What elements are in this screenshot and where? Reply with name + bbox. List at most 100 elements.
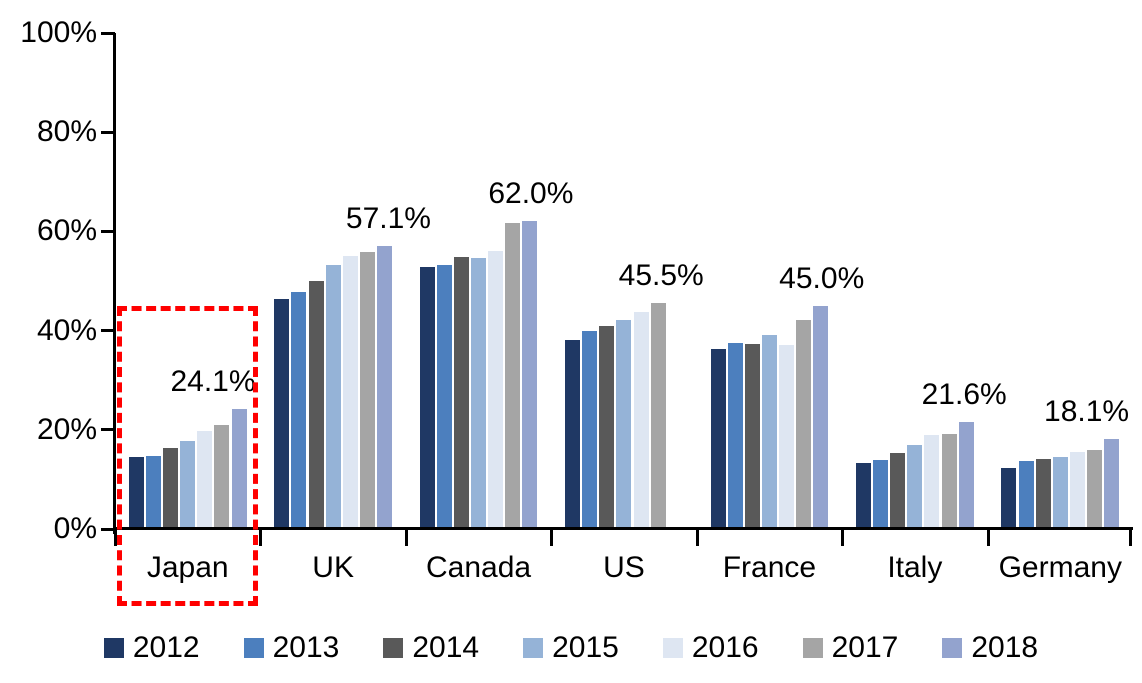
bar-group-germany xyxy=(988,33,1133,529)
bar-japan-2018 xyxy=(231,409,247,529)
bar-canada-2016 xyxy=(488,250,504,529)
data-label-us: 45.5% xyxy=(618,259,704,293)
y-tick-20% xyxy=(101,428,115,432)
bar-uk-2018 xyxy=(376,245,392,529)
legend-item-2014: 2014 xyxy=(383,633,479,663)
legend-item-2017: 2017 xyxy=(802,633,898,663)
x-tick-1 xyxy=(259,529,263,546)
bar-group-uk xyxy=(260,33,405,529)
y-tick-label-20%: 20% xyxy=(36,412,97,446)
plot-area xyxy=(115,33,1133,529)
bar-canada-2012 xyxy=(419,266,435,529)
bar-canada-2017 xyxy=(505,223,521,529)
bar-italy-2017 xyxy=(941,433,957,529)
bar-italy-2015 xyxy=(907,445,923,529)
bar-japan-2015 xyxy=(180,440,196,529)
bar-uk-2017 xyxy=(359,251,375,529)
bar-us-2012 xyxy=(565,339,581,529)
y-tick-label-0%: 0% xyxy=(53,512,97,545)
legend-item-2018: 2018 xyxy=(942,633,1038,663)
bar-italy-2014 xyxy=(890,453,906,529)
bar-italy-2013 xyxy=(873,459,889,529)
category-label-canada: Canada xyxy=(426,551,532,584)
bar-germany-2015 xyxy=(1052,456,1068,529)
bar-us-2013 xyxy=(582,330,598,529)
data-label-italy: 21.6% xyxy=(921,377,1007,411)
bar-france-2016 xyxy=(779,344,795,529)
bar-germany-2014 xyxy=(1035,458,1051,529)
bar-italy-2012 xyxy=(856,463,872,529)
bar-japan-2014 xyxy=(163,447,179,529)
legend: 2012 2013 2014 2015 2016 2017 2018 xyxy=(0,626,1142,670)
bar-uk-2015 xyxy=(325,264,341,529)
bar-japan-2012 xyxy=(128,457,144,529)
x-tick-2 xyxy=(404,529,408,546)
bar-uk-2016 xyxy=(342,256,358,529)
bar-canada-2014 xyxy=(453,256,469,529)
bar-japan-2017 xyxy=(214,424,230,529)
bar-us-2014 xyxy=(599,325,615,529)
category-label-italy: Italy xyxy=(887,551,943,584)
x-tick-7 xyxy=(1129,529,1132,546)
category-label-france: France xyxy=(722,551,817,584)
bar-japan-2013 xyxy=(146,455,161,529)
x-tick-5 xyxy=(841,529,845,546)
category-label-germany: Germany xyxy=(998,551,1122,584)
x-tick-4 xyxy=(695,529,699,546)
legend-swatch-2013 xyxy=(243,638,264,658)
bar-group-japan xyxy=(115,33,260,529)
bar-germany-2017 xyxy=(1086,450,1102,529)
legend-label-2014: 2014 xyxy=(412,631,480,664)
y-tick-label-40%: 40% xyxy=(36,313,97,347)
y-tick-label-60%: 60% xyxy=(36,214,97,248)
bar-uk-2014 xyxy=(308,281,324,529)
legend-item-2013: 2013 xyxy=(243,631,340,664)
bar-germany-2016 xyxy=(1069,452,1085,529)
y-tick-label-80%: 80% xyxy=(36,115,97,149)
bar-germany-2018 xyxy=(1104,439,1120,529)
y-tick-40% xyxy=(101,329,115,333)
bar-germany-2013 xyxy=(1018,460,1034,529)
bar-germany-2012 xyxy=(1001,467,1017,529)
legend-label-2012: 2012 xyxy=(132,631,200,664)
legend-label-2013: 2013 xyxy=(272,631,340,664)
legend-label-2018: 2018 xyxy=(971,631,1039,664)
bar-japan-2016 xyxy=(197,430,213,529)
x-tick-0 xyxy=(114,529,117,546)
data-label-germany: 18.1% xyxy=(1044,395,1130,429)
bar-us-2017 xyxy=(650,303,666,529)
legend-label-2016: 2016 xyxy=(691,631,759,664)
data-label-japan: 24.1% xyxy=(170,365,256,399)
data-label-canada: 62.0% xyxy=(488,177,574,211)
bar-canada-2013 xyxy=(436,264,452,529)
legend-label-2015: 2015 xyxy=(552,631,619,664)
bar-france-2013 xyxy=(727,343,743,529)
data-label-uk: 57.1% xyxy=(345,201,431,235)
legend-swatch-2018 xyxy=(942,638,963,658)
bar-uk-2012 xyxy=(274,299,290,529)
bar-us-2015 xyxy=(616,320,632,529)
data-label-france: 45.0% xyxy=(779,261,865,295)
legend-swatch-2015 xyxy=(523,638,544,658)
y-tick-label-100%: 100% xyxy=(20,16,97,49)
bar-canada-2015 xyxy=(471,258,487,529)
category-label-uk: UK xyxy=(312,551,354,584)
legend-swatch-2012 xyxy=(103,638,124,658)
category-label-japan: Japan xyxy=(146,551,229,584)
bar-italy-2018 xyxy=(958,421,974,529)
legend-item-2016: 2016 xyxy=(662,631,759,664)
bar-canada-2018 xyxy=(522,221,538,529)
legend-swatch-2016 xyxy=(662,638,683,658)
category-label-us: US xyxy=(603,551,645,584)
bar-group-canada xyxy=(406,33,551,529)
bar-france-2014 xyxy=(744,343,760,529)
bar-italy-2016 xyxy=(924,434,940,529)
y-axis-line xyxy=(113,33,116,534)
y-tick-0% xyxy=(101,527,115,531)
bar-us-2016 xyxy=(633,312,649,529)
legend-item-2012: 2012 xyxy=(103,631,200,664)
bar-france-2015 xyxy=(761,334,777,529)
y-tick-100% xyxy=(101,31,115,35)
bar-france-2012 xyxy=(710,348,726,529)
